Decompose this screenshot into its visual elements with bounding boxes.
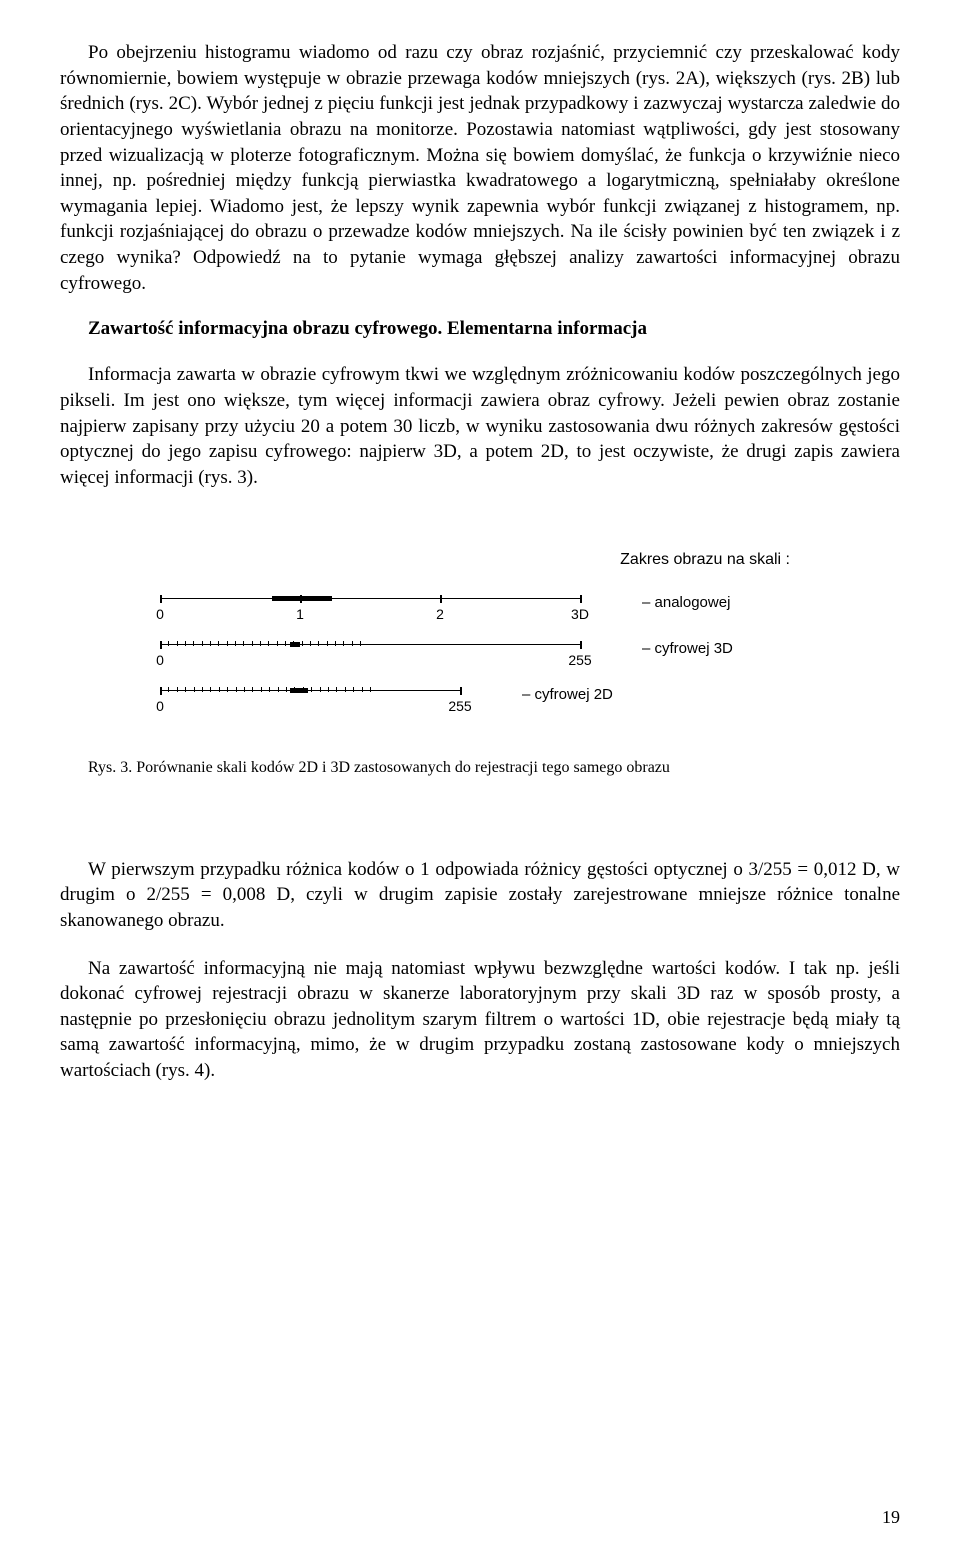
- body-paragraph-4: Na zawartość informacyjną nie mają natom…: [60, 956, 900, 1084]
- figure-caption: Rys. 3. Porównanie skali kodów 2D i 3D z…: [60, 759, 900, 777]
- scale-label: – analogowej: [642, 594, 730, 611]
- axis-tick-label: 0: [156, 698, 164, 714]
- axis-tick-label: 0: [156, 652, 164, 668]
- scale-row-2: 0255 – cyfrowej 2D: [160, 681, 800, 709]
- body-paragraph-3: W pierwszym przypadku różnica kodów o 1 …: [60, 857, 900, 934]
- axis-tick-label: 0: [156, 606, 164, 622]
- scale-axis: 0255: [160, 640, 610, 658]
- figure-title: Zakres obrazu na skali :: [160, 551, 800, 569]
- scale-label: – cyfrowej 3D: [642, 640, 733, 657]
- scale-row-1: 0255 – cyfrowej 3D: [160, 635, 800, 663]
- axis-tick-label: 3D: [571, 606, 589, 622]
- section-heading: Zawartość informacyjna obrazu cyfrowego.…: [60, 318, 900, 340]
- scale-axis: 0123D: [160, 594, 610, 612]
- scale-label: – cyfrowej 2D: [522, 686, 613, 703]
- body-paragraph-2: Informacja zawarta w obrazie cyfrowym tk…: [60, 362, 900, 490]
- range-marker: [272, 596, 332, 601]
- scale-row-0: 0123D – analogowej: [160, 589, 800, 617]
- axis-tick-label: 255: [568, 652, 591, 668]
- axis-tick-label: 1: [296, 606, 304, 622]
- scale-axis: 0255: [160, 686, 490, 704]
- axis-tick-label: 2: [436, 606, 444, 622]
- axis-tick-label: 255: [448, 698, 471, 714]
- figure-3: Zakres obrazu na skali : 0123D – analogow…: [160, 551, 800, 709]
- page-number: 19: [882, 1507, 900, 1528]
- body-paragraph-1: Po obejrzeniu histogramu wiadomo od razu…: [60, 40, 900, 296]
